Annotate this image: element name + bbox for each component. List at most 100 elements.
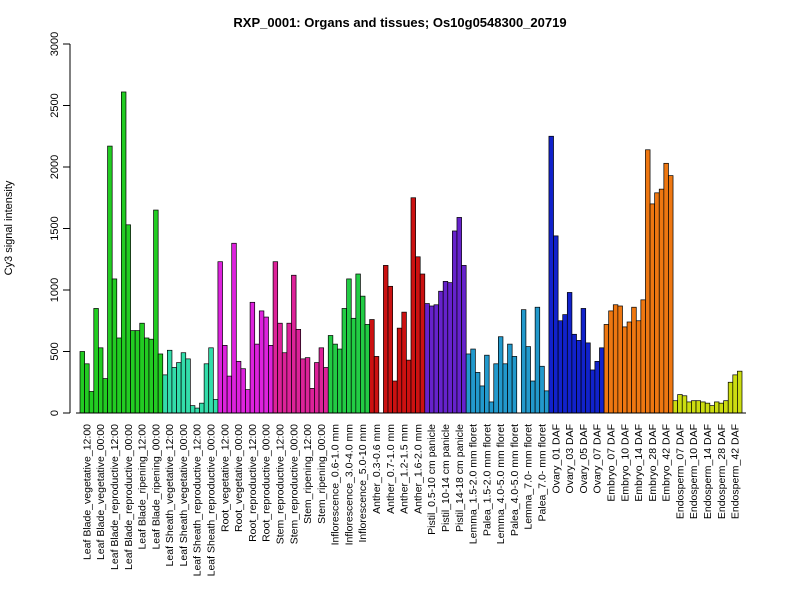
bar [157, 353, 164, 414]
chart-title: RXP_0001: Organs and tissues; Os10g05483… [233, 15, 566, 30]
category-label: Anther_1.6-2.0 mm [412, 424, 424, 514]
bar [171, 367, 177, 414]
category-label: Ovary_03 DAF [564, 424, 576, 493]
bar [645, 149, 651, 414]
bar [332, 343, 338, 414]
bar [199, 402, 205, 414]
category-label: Lemma_7.0- mm floret [523, 424, 535, 530]
category-label: Endosperm_07 DAF [674, 424, 686, 519]
bar [249, 301, 256, 414]
bar [488, 401, 495, 414]
bar [727, 381, 734, 414]
bar [649, 203, 656, 414]
category-label: Endosperm_28 DAF [716, 424, 728, 519]
bar [700, 401, 706, 414]
category-label: Root_reproductive_12:00 [247, 424, 259, 542]
bar [383, 265, 389, 414]
bar [714, 401, 720, 414]
bars-group [79, 91, 743, 414]
category-label: Lemma_1.5-2.0 mm floret [468, 424, 480, 544]
bar [484, 354, 490, 414]
bar [585, 342, 591, 414]
bar [718, 402, 724, 414]
bar [107, 145, 113, 414]
category-label: Pistil_14-18 cm panicle [454, 424, 466, 532]
bar [392, 380, 398, 414]
bar [622, 326, 628, 414]
bar [479, 385, 485, 414]
bar [663, 162, 669, 414]
bar [539, 365, 545, 414]
bar [433, 304, 439, 414]
bar [277, 322, 283, 414]
bar [93, 308, 99, 414]
category-label: Root_vegetative_12:00 [219, 424, 231, 532]
bar [245, 389, 251, 414]
bar [686, 401, 692, 414]
bar [447, 282, 453, 414]
bar [364, 324, 370, 414]
bar [180, 352, 187, 414]
bar [681, 395, 688, 414]
y-tick-label: 3000 [49, 32, 61, 56]
category-label: Endosperm_10 DAF [688, 424, 700, 519]
bar [240, 368, 246, 414]
category-label: Embryo_10 DAF [619, 424, 631, 502]
bar [511, 356, 518, 414]
bar [387, 285, 393, 414]
category-label: Lemma_4.0-5.0 mm floret [495, 424, 507, 544]
category-label: Anther_0.7-1.0 mm [385, 424, 397, 514]
bar [139, 322, 145, 414]
bar [309, 388, 315, 414]
bar [167, 349, 173, 414]
bar [599, 347, 605, 414]
bar [442, 281, 449, 414]
bar [470, 348, 476, 414]
y-tick-label: 1000 [49, 278, 61, 302]
category-label: Anther_1.2-1.5 mm [399, 424, 411, 514]
y-axis: 0 500 1000 1500 2000 2500 3000 [49, 32, 71, 416]
y-tick-label: 500 [49, 342, 61, 360]
bar [534, 306, 541, 414]
category-label: Root_vegetative_00:00 [233, 424, 245, 532]
bar [369, 319, 375, 414]
category-label: Embryo_14 DAF [633, 424, 645, 502]
bar [212, 399, 219, 414]
bar [557, 320, 564, 414]
bar [341, 308, 347, 414]
bar [254, 343, 260, 414]
bar [111, 278, 118, 414]
bar [465, 353, 472, 414]
bar [189, 405, 196, 414]
category-label: Leaf Sheath_reproductive_12:00 [192, 424, 204, 577]
bar [125, 224, 131, 414]
bar [314, 362, 320, 414]
bar [415, 256, 421, 414]
bar [612, 304, 619, 414]
bar [102, 378, 108, 414]
bar [98, 347, 104, 414]
category-label: Palea_4.0-5.0 mm floret [509, 424, 521, 536]
bar [208, 347, 214, 414]
bar [677, 394, 683, 414]
bar [594, 360, 600, 414]
category-label: Leaf Blade_reproductive_12:00 [109, 424, 121, 570]
bar [263, 316, 269, 414]
category-label: Stem_reproductive_00:00 [288, 424, 300, 544]
bar [704, 402, 711, 414]
bar [373, 356, 380, 414]
bar [429, 305, 435, 414]
bar [162, 374, 168, 414]
bar [88, 391, 95, 414]
bar [272, 261, 279, 414]
bar [507, 343, 513, 414]
bar [691, 400, 697, 414]
category-label: Inflorescence_3.0-4.0 mm [343, 424, 355, 546]
bar [217, 261, 223, 414]
category-label: Leaf Blade_vegetative_00:00 [95, 424, 107, 560]
bar [406, 359, 412, 414]
bar [318, 347, 325, 414]
bar [654, 192, 660, 414]
bar [401, 311, 407, 414]
bar [185, 358, 191, 414]
